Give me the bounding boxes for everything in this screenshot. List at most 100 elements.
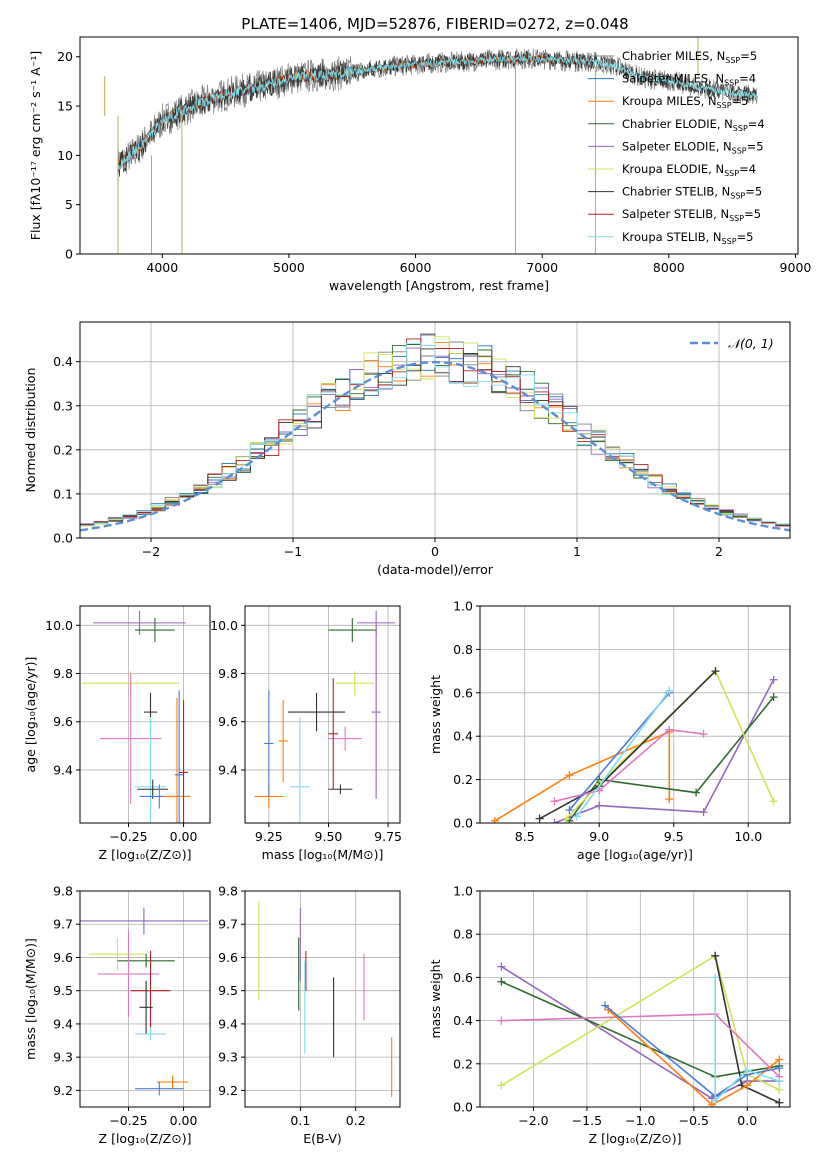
y-tick-label: 0.2 — [53, 442, 73, 457]
mass-vs-z-panel: −0.25 0.00 9.2 9.3 9.4 9.5 9.6 9.7 9.8 Z [log₁₀(Z… — [23, 884, 211, 1146]
weight-marker — [711, 951, 720, 960]
weight-marker — [601, 1001, 610, 1010]
y-tick-label: 15 — [57, 99, 73, 114]
x-tick-label: −1.5 — [572, 1113, 602, 1128]
y-axis-label: mass [log₁₀(M/M⊙)] — [23, 938, 38, 1060]
weight-line — [539, 670, 717, 820]
legend-subscript: SSP — [724, 79, 739, 88]
y-tick-label: 9.8 — [53, 666, 73, 681]
legend-value: =5 — [747, 139, 764, 153]
x-tick-label: 0.00 — [170, 829, 198, 844]
y-tick-label: 0.0 — [453, 1100, 473, 1115]
x-tick-label: −0.5 — [679, 1113, 709, 1128]
y-tick-label: 0.4 — [453, 1013, 473, 1028]
weight-line — [554, 728, 704, 803]
plot-area — [490, 667, 778, 823]
weight-marker — [775, 1098, 784, 1107]
axes-frame — [79, 605, 211, 824]
x-tick-label: 9.0 — [589, 829, 609, 844]
x-axis-label: E(B-V) — [303, 1131, 342, 1146]
plot-area — [80, 333, 790, 532]
weight-line — [500, 954, 780, 1091]
y-tick-label: 10.0 — [45, 618, 73, 633]
x-tick-label: −0.25 — [109, 1113, 147, 1128]
y-tick-label: 0.4 — [53, 354, 73, 369]
y-tick-label: 20 — [57, 49, 73, 64]
weight-marker — [769, 675, 778, 684]
x-tick-label: 8000 — [653, 260, 685, 275]
y-tick-label: 9.2 — [218, 1083, 238, 1098]
plot-area — [104, 37, 758, 254]
legend-label: 𝒩(0, 1) — [728, 336, 774, 351]
y-tick-label: 9.5 — [218, 983, 238, 998]
y-tick-label: 9.2 — [53, 1083, 73, 1098]
y-tick-label: 0.8 — [453, 927, 473, 942]
x-tick-label: 9.50 — [315, 829, 343, 844]
y-tick-label: 0.3 — [53, 398, 73, 413]
gaussian-curve — [80, 360, 790, 532]
legend-value: =4 — [739, 72, 756, 86]
x-tick-label: 8.5 — [515, 829, 535, 844]
legend-label: Salpeter STELIB, NSSP=5 — [622, 207, 761, 223]
y-tick-label: 0.0 — [453, 816, 473, 831]
legend-subscript: SSP — [724, 169, 739, 178]
legend-label: Chabrier MILES, NSSP=5 — [622, 49, 757, 65]
weight-line — [607, 1009, 780, 1106]
y-axis-label: mass weight — [428, 959, 443, 1038]
weight-marker — [565, 771, 574, 780]
legend-value: =5 — [737, 230, 754, 244]
y-tick-label: 0.4 — [453, 729, 473, 744]
weight-marker — [743, 1081, 752, 1090]
x-tick-label: −2.0 — [518, 1113, 548, 1128]
x-tick-label: 5000 — [273, 260, 305, 275]
x-axis-label: Z [log₁₀(Z/Z⊙)] — [589, 1131, 682, 1146]
x-axis-label: Z [log₁₀(Z/Z⊙)] — [99, 847, 192, 862]
spectrum-line — [117, 50, 758, 177]
plot-area — [254, 610, 396, 823]
weight-marker — [769, 797, 778, 806]
legend-value: =5 — [745, 185, 762, 199]
y-tick-label: 0.6 — [453, 685, 473, 700]
y-tick-label: 0.8 — [453, 642, 473, 657]
weight-marker — [497, 1016, 506, 1025]
weight-marker — [743, 1066, 752, 1075]
y-tick-label: 0 — [65, 247, 73, 262]
legend-value: =5 — [740, 49, 757, 63]
axes-frame — [79, 890, 211, 1108]
weight-marker — [769, 693, 778, 702]
x-axis-label: wavelength [Angstrom, rest frame] — [329, 278, 549, 293]
x-tick-label: 0.00 — [170, 1113, 198, 1128]
x-axis-label: mass [log₁₀(M/M⊙)] — [262, 847, 384, 862]
weight-marker — [497, 977, 506, 986]
plot-area — [82, 610, 191, 823]
weight-marker — [550, 797, 559, 806]
legend-value: =4 — [748, 117, 765, 131]
weight-marker — [665, 795, 674, 804]
legend-subscript: SSP — [717, 101, 732, 110]
x-tick-label: 1 — [573, 544, 581, 559]
plot-area — [258, 900, 393, 1098]
y-tick-label: 9.3 — [218, 1050, 238, 1065]
weight-marker — [775, 1085, 784, 1094]
y-tick-label: 9.6 — [53, 714, 73, 729]
axes-frame — [479, 605, 791, 824]
weight-line — [494, 730, 671, 822]
axes-frame — [479, 890, 791, 1108]
y-tick-label: 9.7 — [218, 917, 238, 932]
y-tick-label: 9.8 — [218, 884, 238, 899]
y-tick-label: 9.4 — [218, 1016, 238, 1031]
y-tick-label: 0.6 — [453, 970, 473, 985]
y-tick-label: 9.3 — [53, 1050, 73, 1065]
x-tick-label: 9.75 — [374, 829, 402, 844]
legend-label: Kroupa STELIB, NSSP=5 — [622, 230, 753, 246]
weight-marker — [711, 1096, 720, 1105]
legend-subscript: SSP — [722, 237, 737, 246]
y-tick-label: 9.4 — [218, 762, 238, 777]
y-axis-label: Flux [fλ10⁻¹⁷ erg cm⁻² s⁻¹ A⁻¹] — [28, 51, 43, 240]
weight-marker — [665, 725, 674, 734]
y-tick-label: 5 — [65, 197, 73, 212]
weight-marker — [665, 686, 674, 695]
legend-label: Chabrier STELIB, NSSP=5 — [622, 185, 762, 201]
axes-frame — [244, 890, 401, 1108]
